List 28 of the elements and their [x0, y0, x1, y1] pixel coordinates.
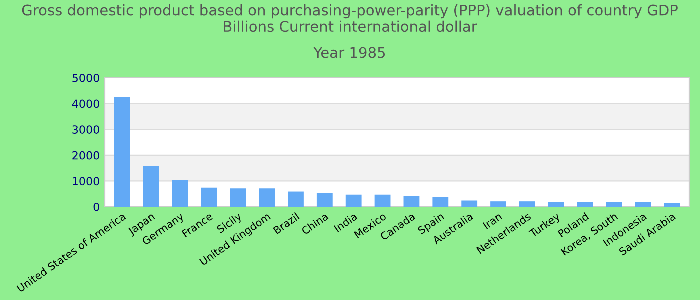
chart-subtitle: Year 1985: [314, 47, 386, 58]
bar: [114, 97, 130, 207]
bar: [374, 194, 391, 207]
bar: [635, 202, 652, 207]
bar: [316, 193, 333, 207]
chart-title: Gross domestic product based on purchasing-power-parity (PPP) valuation of country GDP Billions Current international dollar: [22, 4, 678, 32]
bar: [230, 188, 246, 207]
bar: [288, 192, 304, 207]
y-tick-label: 0: [94, 202, 100, 212]
bar: [432, 196, 449, 207]
bar: [462, 200, 478, 207]
y-tick-label: 1000: [73, 177, 100, 186]
bar: [404, 196, 420, 207]
bar: [143, 166, 160, 207]
y-tick-label: 5000: [72, 74, 100, 82]
bar: [577, 202, 594, 207]
bar: [172, 180, 188, 207]
bar: [606, 202, 622, 207]
y-tick-label: 2000: [72, 151, 100, 160]
y-tick-label: 4000: [72, 100, 100, 108]
bar: [548, 202, 564, 207]
bar: [664, 203, 680, 207]
bar: [490, 202, 506, 207]
y-tick-label: 3000: [72, 126, 100, 134]
bar: [201, 188, 218, 207]
bar: [346, 194, 362, 207]
bar: [259, 188, 275, 207]
bar: [520, 202, 536, 207]
